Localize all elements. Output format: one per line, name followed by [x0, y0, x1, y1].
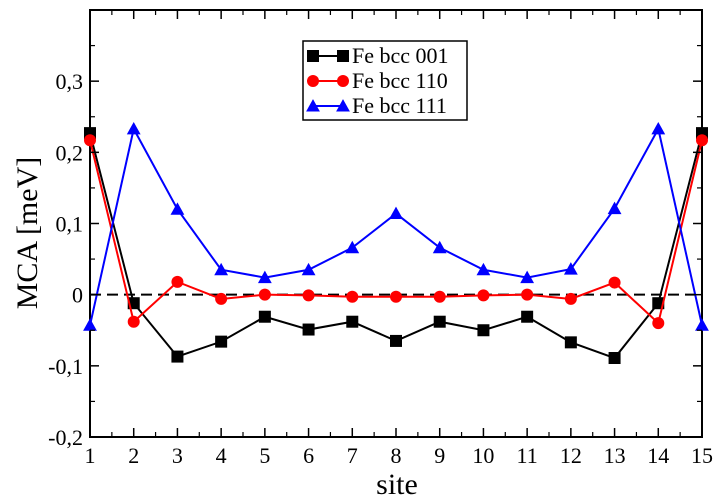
y-tick-label: -0,1 [48, 354, 83, 379]
x-tick-label: 7 [347, 443, 358, 468]
data-point [521, 310, 534, 323]
data-point [171, 350, 184, 363]
data-point [432, 240, 447, 254]
data-point [652, 297, 665, 310]
data-point [215, 292, 228, 305]
data-point [520, 270, 535, 284]
data-point [608, 352, 621, 365]
x-tick-label: 6 [303, 443, 314, 468]
legend-marker [306, 99, 320, 112]
x-tick-label: 1 [85, 443, 96, 468]
series-line [89, 132, 703, 360]
data-point [564, 336, 577, 349]
y-tick-label: 0,3 [56, 69, 84, 94]
data-point [215, 335, 228, 348]
data-point [301, 262, 316, 276]
data-point [345, 240, 360, 254]
data-point [257, 270, 272, 284]
legend-label: Fe bcc 001 [352, 43, 449, 68]
data-point [563, 262, 578, 275]
data-point [390, 334, 402, 347]
data-point [521, 288, 534, 301]
data-point [696, 134, 708, 147]
legend-marker [337, 50, 349, 62]
data-point [433, 315, 446, 328]
data-point [83, 318, 97, 331]
x-tick-label: 5 [259, 443, 270, 468]
y-tick-label: 0,2 [56, 140, 84, 165]
legend-marker [337, 75, 349, 87]
y-tick-label: -0,2 [48, 425, 83, 450]
data-point [477, 289, 490, 302]
legend-label: Fe bcc 111 [352, 93, 447, 118]
legend-item: Fe bcc 001 [307, 43, 449, 68]
data-point [126, 121, 141, 135]
data-point [84, 134, 96, 147]
data-point [607, 201, 622, 215]
data-point [564, 292, 577, 305]
x-tick-label: 3 [172, 443, 183, 468]
legend-label: Fe bcc 110 [352, 68, 448, 93]
data-point [433, 290, 446, 303]
y-tick-label: 0 [72, 283, 83, 308]
x-tick-label: 12 [560, 443, 582, 468]
data-point [389, 206, 403, 220]
x-axis-title: site [376, 468, 418, 499]
x-tick-label: 13 [604, 443, 626, 468]
series-triangle [83, 121, 709, 331]
legend-item: Fe bcc 111 [306, 93, 447, 118]
legend-marker [307, 75, 319, 87]
data-point [171, 275, 184, 288]
data-point [258, 288, 271, 301]
data-point [390, 290, 402, 303]
data-point [258, 310, 271, 323]
data-point [476, 262, 491, 276]
x-tick-label: 11 [517, 443, 538, 468]
x-tick-label: 8 [391, 443, 402, 468]
axis-ticks: 1 2 3 4 5 6 7 8 9 10 11 12 13 14 15-0,2-0,100,10,20,3 [48, 10, 713, 468]
data-point [652, 317, 665, 330]
x-tick-label: 14 [647, 443, 669, 468]
series-circle [84, 134, 708, 330]
series-square [84, 127, 708, 365]
data-point [302, 323, 315, 336]
x-tick-label: 15 [691, 443, 713, 468]
legend-marker [336, 99, 350, 112]
x-tick-label: 10 [472, 443, 494, 468]
y-axis-title: MCA [meV] [11, 157, 44, 310]
legend-marker [307, 50, 319, 62]
data-point [302, 289, 315, 302]
data-point [346, 315, 359, 328]
legend-item: Fe bcc 110 [307, 68, 448, 93]
data-point [477, 324, 490, 337]
data-point [651, 121, 666, 135]
x-tick-label: 9 [434, 443, 445, 468]
data-point [346, 290, 359, 303]
x-tick-label: 4 [216, 443, 227, 468]
data-point [127, 315, 140, 328]
data-series [83, 121, 709, 365]
data-point [170, 202, 185, 215]
data-point [608, 276, 621, 289]
data-point [695, 318, 709, 331]
data-point [214, 262, 229, 276]
x-tick-label: 2 [128, 443, 139, 468]
y-tick-label: 0,1 [56, 212, 84, 237]
